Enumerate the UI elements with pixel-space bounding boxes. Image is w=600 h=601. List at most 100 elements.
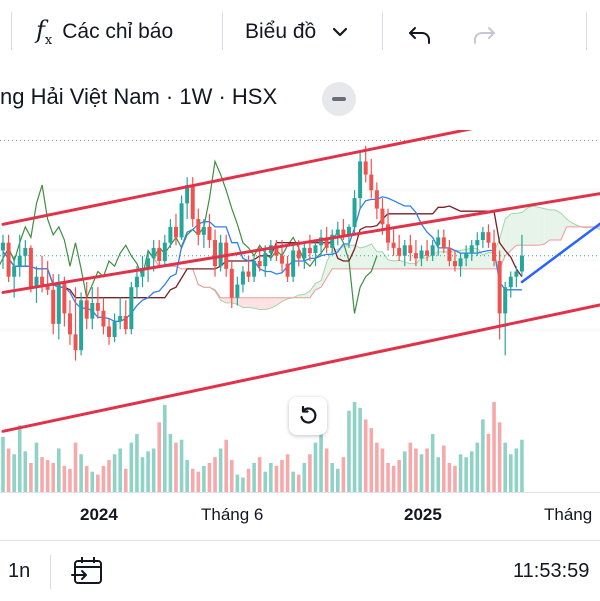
ichimoku-cloud-segment <box>309 283 316 298</box>
candle-body <box>140 268 145 277</box>
volume-bar <box>425 448 429 492</box>
ichimoku-cloud-segment <box>594 226 600 230</box>
candle-body <box>73 334 78 351</box>
ichimoku-cloud-segment <box>226 297 232 303</box>
volume-bar <box>118 448 122 492</box>
indicators-button[interactable]: fx Các chỉ báo <box>36 14 173 50</box>
volume-bar <box>163 404 167 492</box>
ichimoku-cloud-segment <box>388 259 394 269</box>
volume-bar <box>319 433 323 492</box>
ichimoku-cloud-segment <box>499 219 506 269</box>
channel-lower-line <box>1 303 600 433</box>
volume-bar <box>285 454 290 492</box>
volume-bar <box>23 451 28 492</box>
candle-body <box>213 240 218 267</box>
ichimoku-cloud-segment <box>505 213 511 256</box>
volume-bar <box>168 433 173 492</box>
candle-body <box>441 237 446 248</box>
candle-body <box>1 242 5 251</box>
candle-body <box>402 245 407 256</box>
candle-body <box>201 226 206 235</box>
volume-bar <box>12 454 16 492</box>
ichimoku-cloud-segment <box>376 251 383 269</box>
ichimoku-cloud-segment <box>242 297 249 308</box>
candle-body <box>40 276 45 285</box>
volume-bar <box>497 422 502 492</box>
volume-bar <box>57 448 61 492</box>
calendar-goto-icon[interactable] <box>70 553 106 589</box>
volume-bar <box>179 439 184 492</box>
ichimoku-cloud-segment <box>533 205 539 246</box>
toolbar-separator <box>222 12 223 50</box>
volume-bar <box>464 457 468 492</box>
volume-bar <box>458 454 463 492</box>
volume-bar <box>202 465 206 492</box>
volume-bar <box>29 462 33 492</box>
volume-bar <box>296 474 301 492</box>
undo-icon[interactable] <box>406 18 434 54</box>
candle-body <box>84 300 89 319</box>
ichimoku-cloud-segment <box>404 262 411 269</box>
price-chart[interactable] <box>0 130 600 492</box>
volume-bar <box>40 457 44 492</box>
time-axis-label: Tháng <box>544 505 593 524</box>
candle-body <box>240 271 245 285</box>
chart-type-button[interactable]: Biểu đồ <box>245 14 350 50</box>
time-axis[interactable]: 2024 Tháng 6 2025 Tháng <box>0 492 600 533</box>
volume-bar <box>196 471 201 492</box>
top-toolbar: fx Các chỉ báo Biểu đồ <box>0 0 600 64</box>
candle-body <box>391 242 396 248</box>
legend-collapse-button[interactable] <box>322 82 356 116</box>
ichimoku-cloud-segment <box>538 207 545 246</box>
volume-bar <box>90 471 95 492</box>
candle-body <box>146 258 151 269</box>
volume-bar <box>263 471 268 492</box>
volume-bar <box>397 460 401 492</box>
candle-body <box>380 208 385 225</box>
candle-body <box>475 240 480 246</box>
volume-bar <box>447 462 452 492</box>
senkou-span-b-line <box>147 226 600 299</box>
volume-bar <box>408 442 413 492</box>
volume-bar <box>229 460 234 492</box>
candle-body <box>157 247 162 261</box>
volume-bar <box>68 468 72 492</box>
candle-body <box>246 271 251 277</box>
volume-bar <box>419 454 424 492</box>
ichimoku-cloud-segment <box>354 245 361 269</box>
volume-bar <box>336 468 340 492</box>
time-axis-label: 2024 <box>80 505 118 524</box>
volume-bar <box>430 433 435 492</box>
candle-body <box>229 268 234 298</box>
chikou-span-line <box>0 159 378 314</box>
redo-icon[interactable] <box>470 18 498 54</box>
volume-bar <box>492 402 496 492</box>
volume-bar <box>514 448 519 492</box>
volume-bar <box>135 433 139 492</box>
volume-bar <box>347 410 351 492</box>
ichimoku-cloud-segment <box>231 297 238 305</box>
interval-button[interactable]: 1n <box>8 560 31 582</box>
volume-bar <box>190 468 195 492</box>
candle-body <box>17 255 22 267</box>
reset-chart-button[interactable] <box>289 397 327 435</box>
reset-icon <box>300 405 317 424</box>
volume-bar <box>330 462 335 492</box>
candle-body <box>79 300 84 351</box>
volume-bar <box>17 425 22 492</box>
volume-bar <box>352 402 357 492</box>
volume-bar <box>1 436 5 492</box>
candle-body <box>90 302 95 319</box>
volume-bar <box>308 454 312 492</box>
chart-legend-title[interactable]: ng Hải Việt Nam · 1W · HSX <box>0 84 278 109</box>
candle-body <box>503 287 508 314</box>
volume-bar <box>520 439 524 492</box>
channel-middle-line <box>1 192 600 294</box>
candle-body <box>492 242 497 261</box>
volume-bar <box>302 462 307 492</box>
ichimoku-cloud-segment <box>343 245 349 269</box>
ichimoku-cloud-segment <box>410 263 416 269</box>
ichimoku-cloud-segment <box>438 251 444 269</box>
volume-bar <box>503 442 507 492</box>
volume-bar <box>402 451 407 492</box>
